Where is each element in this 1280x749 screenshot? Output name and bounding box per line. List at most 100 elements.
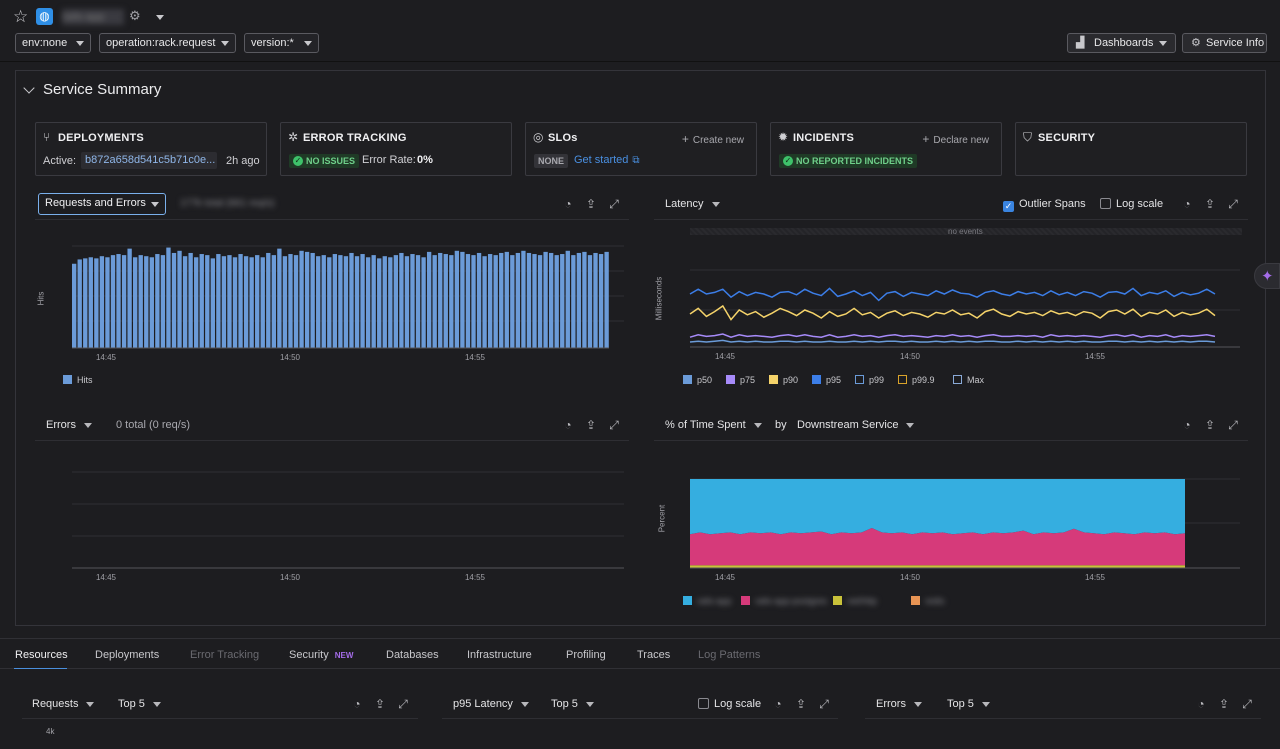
signal-icon[interactable]: ◔	[1183, 197, 1191, 211]
latency-legend-item[interactable]: p95	[812, 375, 841, 385]
latency-legend-item[interactable]: Max	[953, 375, 984, 385]
export-icon[interactable]: ⇪	[1204, 197, 1216, 211]
time-spent-legend-item[interactable]: rails-app	[683, 596, 732, 606]
latency-dropdown[interactable]: Latency	[665, 198, 720, 210]
slos-card[interactable]: ◎ SLOs + Create new NONE Get started ⧉	[525, 122, 757, 176]
time-spent-dropdown[interactable]: % of Time Spent	[665, 419, 762, 431]
env-filter[interactable]: env:none	[15, 33, 91, 53]
p95-latency-dropdown[interactable]: p95 Latency	[453, 698, 529, 710]
hits-bar	[410, 254, 415, 348]
expand-icon[interactable]: ⤢	[819, 697, 829, 711]
latency-log-scale-toggle[interactable]: Log scale	[1100, 198, 1163, 210]
group-by-dropdown[interactable]: Downstream Service	[797, 419, 915, 431]
log-scale-checkbox[interactable]	[698, 698, 709, 709]
expand-icon[interactable]: ⤢	[398, 697, 408, 711]
tab-security[interactable]: Security NEW	[289, 649, 353, 661]
hits-bar	[327, 257, 332, 348]
x-tick-label: 14:50	[280, 573, 301, 582]
export-icon[interactable]: ⇪	[795, 697, 807, 711]
service-summary-title: Service Summary	[43, 81, 162, 98]
star-icon[interactable]: ☆	[13, 7, 29, 26]
security-title: SECURITY	[1038, 132, 1096, 144]
outlier-checkbox[interactable]: ✓	[1003, 201, 1014, 212]
expand-icon[interactable]: ⤢	[1228, 197, 1238, 211]
chevron-down-icon	[151, 202, 159, 207]
bug-icon: ✲	[288, 130, 299, 144]
latency-legend-item[interactable]: p99.9	[898, 375, 935, 385]
operation-filter[interactable]: operation:rack.request	[99, 33, 236, 53]
latency-legend-item[interactable]: p90	[769, 375, 798, 385]
security-card[interactable]: ⛉ SECURITY	[1015, 122, 1247, 176]
hits-bar	[354, 256, 360, 348]
latency-legend-item[interactable]: p99	[855, 375, 884, 385]
dashboards-button[interactable]: ▟ Dashboards	[1067, 33, 1176, 53]
hits-bar	[188, 252, 193, 348]
tab-databases[interactable]: Databases	[386, 649, 439, 661]
hits-bar	[255, 255, 260, 348]
outlier-spans-toggle[interactable]: ✓ Outlier Spans	[1003, 198, 1086, 212]
export-icon[interactable]: ⇪	[585, 197, 597, 211]
signal-icon[interactable]: ◔	[1183, 418, 1191, 432]
hits-bar	[171, 252, 177, 348]
time-spent-legend-item[interactable]: redis	[911, 596, 945, 606]
export-icon[interactable]: ⇪	[1204, 418, 1216, 432]
export-icon[interactable]: ⇪	[1218, 697, 1230, 711]
tab-deployments[interactable]: Deployments	[95, 649, 160, 661]
deployments-card[interactable]: ⑂ DEPLOYMENTS Active: b872a658d541c5b71c…	[35, 122, 267, 176]
errors-top-dropdown[interactable]: Top 5	[947, 698, 990, 710]
service-info-button[interactable]: ⚙ Service Info	[1182, 33, 1267, 53]
expand-icon[interactable]: ⤢	[609, 418, 619, 432]
latency-legend-item[interactable]: p75	[726, 375, 755, 385]
active-version-chip[interactable]: b872a658d541c5b71c0e...	[81, 152, 217, 169]
export-icon[interactable]: ⇪	[374, 697, 386, 711]
hits-bar	[587, 255, 593, 348]
tab-resources[interactable]: Resources	[15, 649, 68, 661]
tab-traces[interactable]: Traces	[637, 649, 671, 661]
legend-label: Max	[967, 375, 985, 385]
declare-new-label: Declare new	[933, 135, 989, 146]
signal-icon[interactable]: ◔	[564, 418, 572, 432]
incidents-card[interactable]: ✹ INCIDENTS + Declare new ✓ NO REPORTED IN…	[770, 122, 1002, 176]
export-icon[interactable]: ⇪	[585, 418, 597, 432]
tab-profiling[interactable]: Profiling	[566, 649, 606, 661]
declare-new-button[interactable]: + Declare new	[922, 132, 989, 146]
tab-infrastructure[interactable]: Infrastructure	[467, 649, 532, 661]
chevron-down-icon	[1159, 41, 1167, 46]
hits-bar	[221, 256, 227, 348]
tab-error-tracking[interactable]: Error Tracking	[190, 649, 260, 661]
expand-icon[interactable]: ⤢	[1242, 697, 1252, 711]
ai-assistant-button[interactable]: ✦	[1254, 263, 1280, 289]
requests-dropdown-label: Requests and Errors	[45, 197, 146, 209]
requests-dropdown[interactable]: Requests and Errors	[38, 193, 166, 215]
tab-log-patterns[interactable]: Log Patterns	[698, 649, 761, 661]
hits-legend[interactable]: Hits	[63, 375, 93, 385]
signal-icon[interactable]: ◔	[564, 197, 572, 211]
latency-legend-item[interactable]: p50	[683, 375, 712, 385]
resources-errors-divider	[865, 718, 1261, 719]
errors-metric-dropdown[interactable]: Errors	[876, 698, 922, 710]
expand-icon[interactable]: ⤢	[609, 197, 619, 211]
expand-icon[interactable]: ⤢	[1228, 418, 1238, 432]
requests-metric-dropdown[interactable]: Requests	[32, 698, 95, 710]
time-spent-legend-item[interactable]: net/http	[833, 596, 877, 606]
get-started-link[interactable]: Get started ⧉	[574, 154, 640, 166]
create-new-slo-button[interactable]: + Create new	[682, 132, 744, 146]
signal-icon[interactable]: ◔	[1197, 697, 1205, 711]
version-filter[interactable]: version:*	[244, 33, 319, 53]
log-scale-checkbox[interactable]	[1100, 198, 1111, 209]
hits-bar	[499, 252, 504, 348]
hits-bar	[493, 255, 498, 348]
time-spent-legend-item[interactable]: rails-app-postgres	[741, 596, 827, 606]
error-tracking-card[interactable]: ✲ ERROR TRACKING ✓ NO ISSUES Error Rate: …	[280, 122, 512, 176]
requests-top-dropdown[interactable]: Top 5	[118, 698, 161, 710]
resources-log-scale-toggle[interactable]: Log scale	[698, 698, 761, 710]
p95-latency-label: p95 Latency	[453, 698, 513, 710]
signal-icon[interactable]: ◔	[774, 697, 782, 711]
latency-top-dropdown[interactable]: Top 5	[551, 698, 594, 710]
errors-dropdown[interactable]: Errors	[46, 419, 92, 431]
new-badge: NEW	[334, 651, 354, 660]
hits-bar	[110, 255, 116, 348]
deployments-title: DEPLOYMENTS	[58, 132, 144, 144]
signal-icon[interactable]: ◔	[353, 697, 361, 711]
service-chevron-down-icon[interactable]	[156, 15, 164, 20]
